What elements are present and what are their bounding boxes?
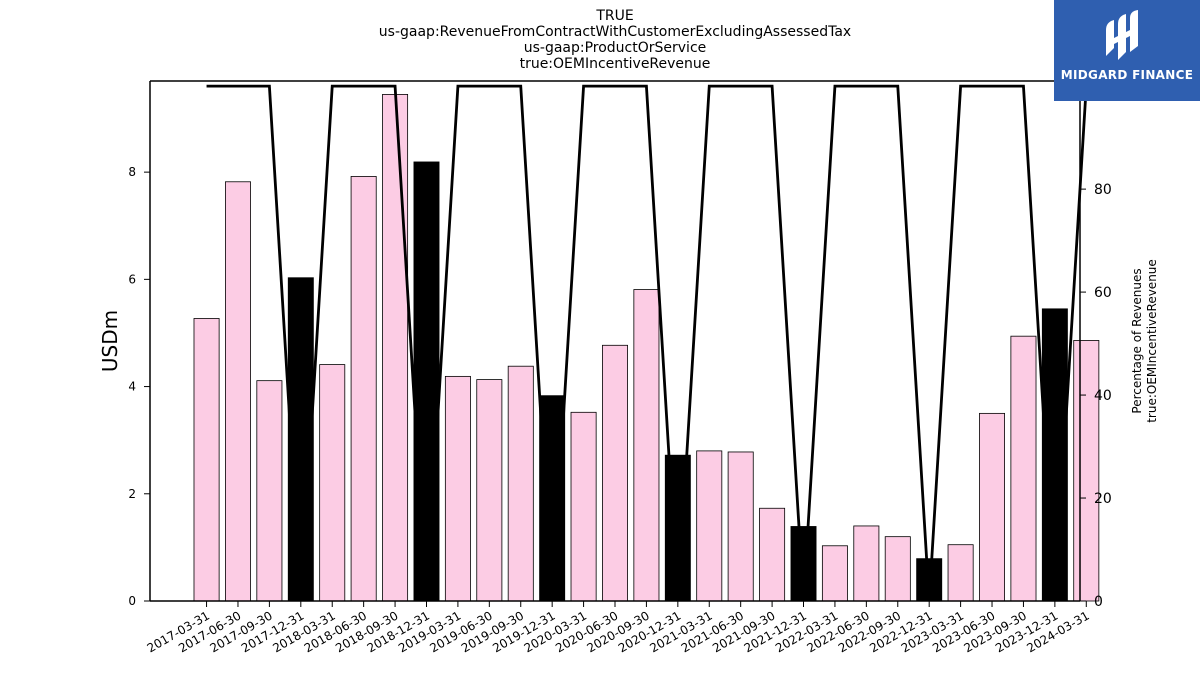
y-tick-label: 8	[128, 165, 136, 179]
bar	[444, 375, 471, 602]
bar	[507, 365, 534, 602]
percentage-line	[206, 84, 1088, 602]
bar	[884, 536, 911, 602]
y-tick-label: 2	[128, 487, 136, 501]
y2-tick-label: 20	[1094, 491, 1112, 507]
y2-tick-label: 0	[1094, 594, 1103, 610]
y-tick-label: 0	[128, 594, 136, 608]
bar	[602, 344, 628, 602]
bar	[821, 545, 848, 602]
bar	[759, 507, 786, 602]
y2-tick-label: 40	[1094, 388, 1112, 404]
bar	[979, 412, 1006, 602]
bar	[696, 450, 723, 602]
bar	[790, 526, 817, 602]
line-series	[206, 84, 1088, 602]
y-tick-label: 6	[128, 272, 136, 286]
x-axis-ticks: 2017-03-312017-06-302017-09-302017-12-31…	[145, 601, 1092, 655]
y2-tick-label: 60	[1094, 285, 1112, 301]
bar	[853, 525, 880, 602]
midgard-logo-icon	[1106, 10, 1138, 60]
bar	[319, 364, 346, 602]
chart-title-line-3: us-gaap:ProductOrService	[524, 40, 707, 56]
midgard-finance-logo: MIDGARD FINANCE	[1054, 0, 1200, 101]
bar	[947, 544, 974, 602]
y2-axis-label-line-1: Percentage of Revenues	[1130, 268, 1144, 413]
bar	[382, 94, 409, 602]
chart-title-line-4: true:OEMIncentiveRevenue	[520, 56, 711, 72]
bar	[539, 395, 566, 602]
bar	[570, 411, 597, 602]
chart-title: TRUE us-gaap:RevenueFromContractWithCust…	[379, 8, 851, 72]
bar	[476, 379, 503, 602]
logo-text: MIDGARD FINANCE	[1060, 68, 1194, 82]
bar	[350, 176, 377, 602]
bar	[633, 289, 660, 602]
bar	[413, 161, 440, 602]
bar	[193, 318, 220, 602]
bar	[1010, 335, 1037, 602]
bar	[1073, 340, 1100, 602]
chart-title-line-1: TRUE	[595, 8, 633, 24]
y2-tick-label: 80	[1094, 182, 1112, 198]
y2-axis-label-line-2: true:OEMIncentiveRevenue	[1145, 259, 1159, 423]
bar	[287, 277, 314, 602]
bar	[256, 380, 283, 602]
bar	[727, 451, 754, 602]
y-axis-ticks: 0 2 4 6 8	[128, 165, 150, 608]
y-tick-label: 4	[128, 380, 136, 394]
bar	[225, 181, 251, 602]
bar-series	[193, 94, 1100, 602]
y-axis-label: USDm	[98, 310, 122, 372]
chart-title-line-2: us-gaap:RevenueFromContractWithCustomerE…	[379, 24, 851, 40]
